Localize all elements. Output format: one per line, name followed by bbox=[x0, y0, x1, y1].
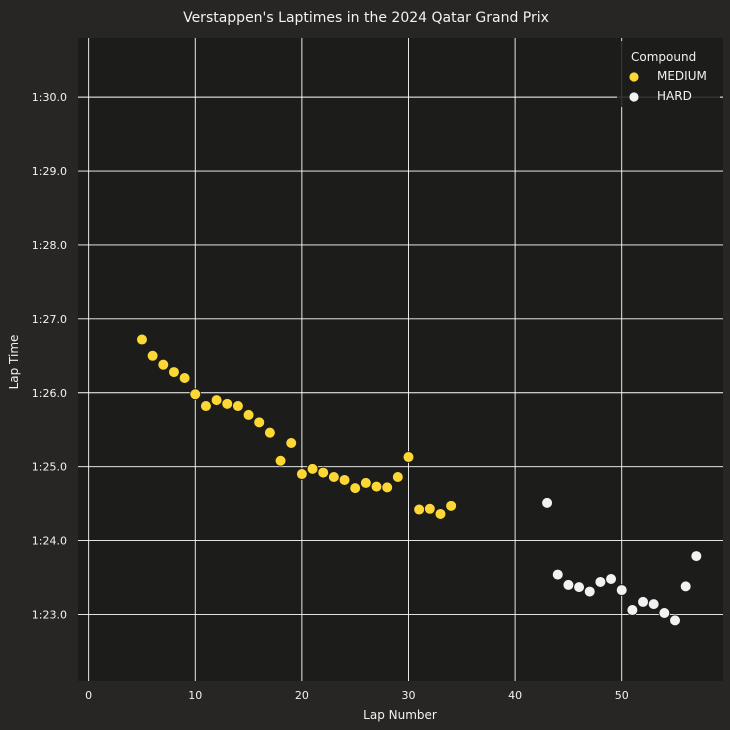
y-tick-label: 1:24.0 bbox=[32, 535, 67, 548]
point-medium-lap-7 bbox=[157, 358, 170, 371]
point-hard-lap-46 bbox=[573, 581, 585, 593]
point-medium-lap-5 bbox=[136, 333, 148, 346]
point-medium-lap-16 bbox=[253, 416, 266, 429]
y-tick-label: 1:26.0 bbox=[32, 387, 67, 400]
point-medium-lap-28 bbox=[381, 481, 393, 494]
point-hard-lap-47 bbox=[583, 585, 596, 598]
legend-box bbox=[617, 41, 720, 107]
legend-label-medium: MEDIUM bbox=[657, 69, 707, 83]
point-medium-lap-6 bbox=[146, 350, 159, 362]
point-hard-lap-57 bbox=[690, 550, 703, 562]
point-hard-lap-55 bbox=[669, 614, 681, 627]
point-medium-lap-32 bbox=[424, 502, 436, 515]
point-medium-lap-11 bbox=[200, 400, 212, 412]
point-hard-lap-44 bbox=[551, 568, 564, 581]
x-tick-label: 30 bbox=[401, 689, 415, 702]
point-medium-lap-18 bbox=[274, 454, 287, 467]
legend-marker-medium bbox=[628, 71, 640, 83]
point-medium-lap-23 bbox=[328, 471, 340, 483]
point-medium-lap-24 bbox=[338, 474, 351, 486]
y-tick-labels: 1:23.0 1:24.0 1:25.0 1:26.0 1:27.0 1:28.0 1:29… bbox=[32, 91, 67, 621]
point-medium-lap-25 bbox=[349, 482, 361, 494]
legend: Compound MEDIUM HARD bbox=[617, 41, 720, 107]
plot-area bbox=[78, 38, 723, 681]
chart-title: Verstappen's Laptimes in the 2024 Qatar … bbox=[183, 10, 549, 26]
point-medium-lap-22 bbox=[317, 466, 330, 479]
y-tick-label: 1:29.0 bbox=[32, 165, 67, 178]
point-medium-lap-12 bbox=[210, 394, 223, 406]
y-tick-label: 1:30.0 bbox=[32, 91, 67, 104]
legend-title: Compound bbox=[631, 50, 696, 64]
point-hard-lap-50 bbox=[615, 584, 628, 596]
x-tick-labels: 0 10 20 30 40 50 bbox=[85, 689, 629, 702]
point-medium-lap-26 bbox=[360, 477, 372, 489]
point-medium-lap-15 bbox=[242, 409, 255, 421]
point-hard-lap-53 bbox=[647, 598, 660, 610]
point-medium-lap-30 bbox=[402, 451, 415, 463]
point-medium-lap-31 bbox=[413, 503, 425, 516]
y-tick-label: 1:23.0 bbox=[32, 608, 67, 621]
point-medium-lap-14 bbox=[232, 400, 244, 412]
x-tick-label: 50 bbox=[615, 689, 629, 702]
point-medium-lap-17 bbox=[264, 426, 276, 439]
point-hard-lap-49 bbox=[605, 573, 617, 585]
x-axis-label: Lap Number bbox=[363, 708, 437, 722]
grid-lines bbox=[78, 38, 723, 681]
point-hard-lap-43 bbox=[541, 497, 553, 509]
point-medium-lap-13 bbox=[221, 398, 234, 410]
y-tick-label: 1:28.0 bbox=[32, 239, 67, 252]
point-hard-lap-56 bbox=[679, 580, 692, 593]
point-medium-lap-10 bbox=[189, 388, 202, 401]
point-medium-lap-34 bbox=[445, 500, 457, 512]
point-hard-lap-51 bbox=[626, 604, 639, 616]
x-tick-label: 10 bbox=[188, 689, 202, 702]
point-medium-lap-8 bbox=[168, 366, 180, 378]
point-medium-lap-33 bbox=[434, 508, 447, 520]
point-medium-lap-29 bbox=[392, 471, 404, 483]
y-tick-label: 1:25.0 bbox=[32, 461, 67, 474]
point-medium-lap-9 bbox=[178, 372, 191, 384]
legend-marker-hard bbox=[628, 91, 640, 103]
x-tick-label: 0 bbox=[85, 689, 92, 702]
data-points bbox=[136, 333, 703, 627]
x-tick-label: 40 bbox=[508, 689, 522, 702]
point-hard-lap-54 bbox=[658, 607, 671, 619]
y-axis-label: Lap Time bbox=[7, 335, 21, 390]
point-medium-lap-19 bbox=[285, 437, 298, 449]
point-medium-lap-20 bbox=[296, 468, 308, 480]
point-hard-lap-52 bbox=[637, 596, 649, 608]
point-medium-lap-27 bbox=[370, 480, 383, 493]
point-hard-lap-45 bbox=[562, 579, 575, 591]
y-tick-label: 1:27.0 bbox=[32, 313, 67, 326]
legend-label-hard: HARD bbox=[657, 89, 692, 103]
point-hard-lap-48 bbox=[594, 576, 607, 588]
point-medium-lap-21 bbox=[306, 463, 319, 475]
x-tick-label: 20 bbox=[295, 689, 309, 702]
